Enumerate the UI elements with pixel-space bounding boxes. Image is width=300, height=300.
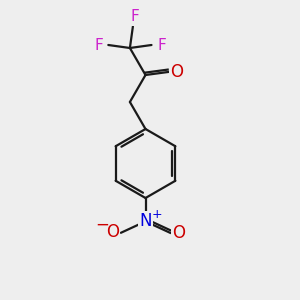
Text: N: N [139,212,152,230]
Text: +: + [152,208,162,221]
Text: F: F [94,38,103,52]
Text: F: F [130,9,139,24]
Text: O: O [172,224,185,242]
Text: O: O [106,223,119,241]
Text: O: O [170,63,183,81]
Text: −: − [95,215,109,233]
Text: F: F [157,38,166,52]
